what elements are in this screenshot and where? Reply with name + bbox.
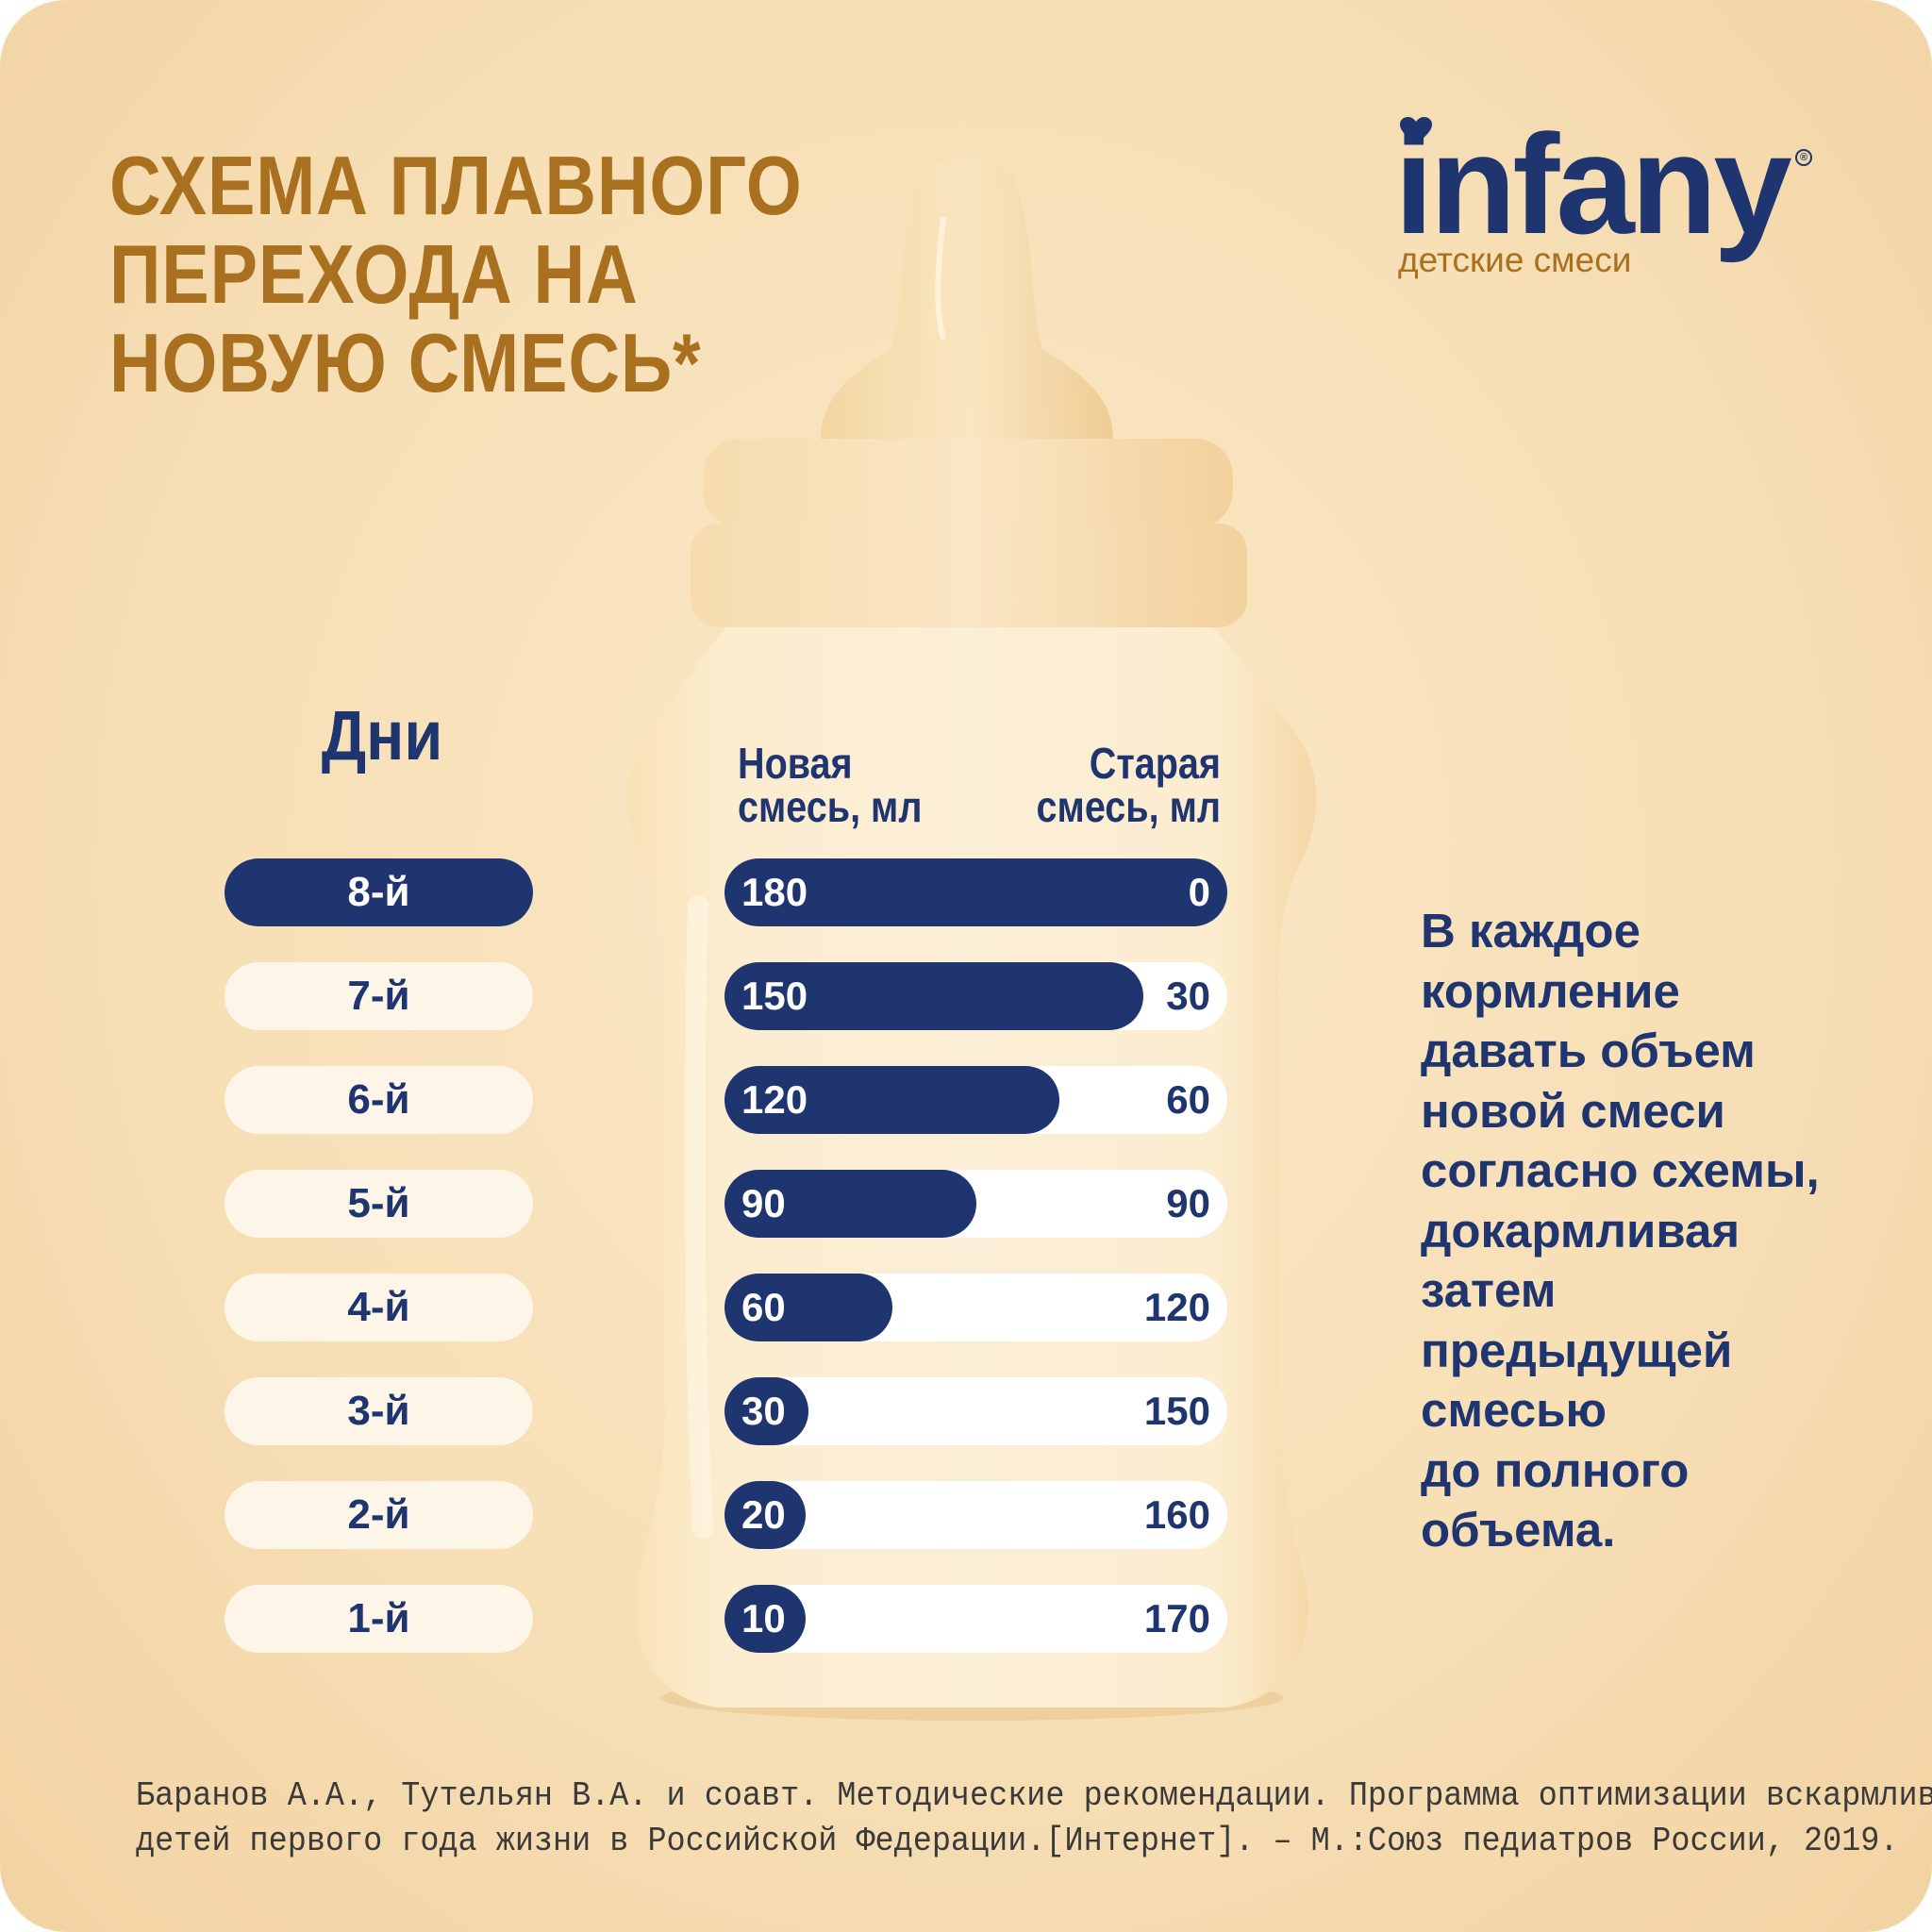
column-header-new: Новая смесь, мл <box>738 741 922 828</box>
column-old-line-2: смесь, мл <box>1036 782 1221 831</box>
value-old-formula: 160 <box>1143 1492 1210 1537</box>
value-old-formula: 120 <box>1143 1285 1210 1329</box>
value-old-formula: 90 <box>1166 1181 1210 1225</box>
instruction-line: затем <box>1421 1263 1557 1317</box>
title-line-3: НОВУЮ СМЕСЬ* <box>109 316 702 409</box>
bar-new-formula <box>724 1377 808 1445</box>
instruction-line: объема. <box>1421 1503 1616 1557</box>
source-footnote: Баранов А.А., Тутельян В.А. и соавт. Мет… <box>136 1774 1932 1864</box>
day-label: 6-й <box>225 1066 533 1134</box>
value-old-formula: 0 <box>1188 870 1210 914</box>
bottle-cap-top <box>703 439 1233 528</box>
bar-new-formula <box>724 1481 806 1549</box>
instruction-line: кормление <box>1421 963 1680 1018</box>
value-new-formula: 180 <box>741 870 808 914</box>
bar-track: 60 120 <box>724 1274 1227 1341</box>
value-new-formula: 30 <box>741 1389 786 1433</box>
footnote-line-2: детей первого года жизни в Российской Фе… <box>136 1822 1899 1860</box>
value-new-formula: 10 <box>741 1596 786 1641</box>
day-label: 2-й <box>225 1481 533 1549</box>
column-header-old: Старая смесь, мл <box>982 741 1221 828</box>
value-old-formula: 30 <box>1166 974 1210 1018</box>
instruction-line: предыдущей <box>1421 1323 1733 1377</box>
bottle-nipple <box>821 158 1113 439</box>
value-new-formula: 90 <box>741 1181 786 1225</box>
bar-new-formula <box>724 962 1144 1030</box>
instruction-text: В каждое кормление давать объем новой см… <box>1421 901 1911 1560</box>
footnote-line-1: Баранов А.А., Тутельян В.А. и соавт. Мет… <box>136 1776 1932 1815</box>
bottle-nipple-highlight <box>935 216 946 341</box>
value-old-formula: 170 <box>1143 1596 1210 1641</box>
day-label: 3-й <box>225 1377 533 1445</box>
days-heading: Дни <box>321 696 443 774</box>
bottle-cap-ring <box>691 524 1247 627</box>
bar-new-formula <box>724 1585 806 1653</box>
bar-track: 10 170 <box>724 1585 1227 1653</box>
value-new-formula: 20 <box>741 1492 786 1537</box>
logo-wordmark: infany <box>1394 105 1792 263</box>
page-title: СХЕМА ПЛАВНОГО ПЕРЕХОДА НА НОВУЮ СМЕСЬ* <box>109 142 803 408</box>
day-label: 5-й <box>225 1170 533 1238</box>
logo-tagline: детские смеси <box>1398 241 1632 279</box>
value-old-formula: 60 <box>1166 1077 1210 1122</box>
bar-track: 150 30 <box>724 962 1227 1030</box>
bar-track: 90 90 <box>724 1170 1227 1238</box>
bar-track: 30 150 <box>724 1377 1227 1445</box>
title-line-1: СХЕМА ПЛАВНОГО <box>109 139 803 232</box>
value-new-formula: 150 <box>741 974 808 1018</box>
instruction-line: до полного <box>1421 1442 1690 1497</box>
value-new-formula: 120 <box>741 1077 808 1122</box>
column-new-line-1: Новая <box>738 739 853 788</box>
day-label: 8-й <box>225 858 533 926</box>
instruction-line: новой смеси <box>1421 1083 1725 1138</box>
bottle-highlight <box>684 895 713 1539</box>
value-old-formula: 150 <box>1143 1389 1210 1433</box>
bar-new-formula <box>724 858 1227 926</box>
day-label: 7-й <box>225 962 533 1030</box>
bar-track: 20 160 <box>724 1481 1227 1549</box>
instruction-line: давать объем <box>1421 1024 1756 1077</box>
bar-new-formula <box>724 1170 976 1238</box>
bar-track: 180 0 <box>724 858 1227 926</box>
value-new-formula: 60 <box>741 1285 786 1329</box>
day-label: 4-й <box>225 1274 533 1341</box>
instruction-line: согласно схемы, <box>1421 1143 1820 1197</box>
instruction-line: В каждое <box>1421 904 1641 958</box>
registered-mark: ® <box>1795 149 1812 166</box>
bar-new-formula <box>724 1274 892 1341</box>
instruction-line: смесью <box>1421 1383 1607 1437</box>
column-new-line-2: смесь, мл <box>738 782 923 831</box>
day-label: 1-й <box>225 1585 533 1653</box>
bar-new-formula <box>724 1066 1060 1134</box>
title-line-2: ПЕРЕХОДА НА <box>109 227 639 321</box>
column-old-line-1: Старая <box>1089 739 1221 788</box>
heart-icon <box>1400 117 1432 144</box>
bar-track: 120 60 <box>724 1066 1227 1134</box>
instruction-line: докармливая <box>1421 1203 1740 1257</box>
brand-logo: infany ® детские смеси <box>1394 113 1838 292</box>
